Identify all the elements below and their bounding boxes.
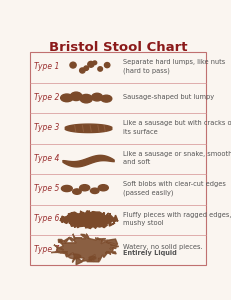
Ellipse shape [93, 61, 97, 64]
Ellipse shape [70, 62, 76, 68]
Ellipse shape [98, 67, 103, 71]
Polygon shape [51, 234, 119, 265]
Text: Type 4: Type 4 [33, 154, 59, 163]
Polygon shape [63, 155, 114, 167]
Polygon shape [65, 124, 112, 133]
Ellipse shape [68, 254, 81, 259]
Text: Watery, no solid pieces.: Watery, no solid pieces. [123, 244, 203, 250]
Text: Type 6: Type 6 [33, 214, 59, 224]
Text: Entirely Liquid: Entirely Liquid [123, 250, 177, 256]
Ellipse shape [80, 185, 90, 191]
Ellipse shape [61, 185, 72, 192]
Ellipse shape [80, 68, 85, 73]
Text: Type 2: Type 2 [33, 93, 59, 102]
Text: Like a sausage but with cracks on
its surface: Like a sausage but with cracks on its su… [123, 120, 231, 135]
Text: Separate hard lumps, like nuts
(hard to pass): Separate hard lumps, like nuts (hard to … [123, 59, 226, 74]
Text: Type 1: Type 1 [33, 62, 59, 71]
Ellipse shape [61, 94, 73, 102]
Polygon shape [60, 211, 118, 229]
Ellipse shape [88, 61, 94, 67]
Text: Type 7: Type 7 [33, 245, 59, 254]
Ellipse shape [101, 95, 112, 102]
FancyBboxPatch shape [30, 52, 206, 266]
Ellipse shape [73, 189, 81, 194]
Text: Fluffy pieces with ragged edges, a
mushy stool: Fluffy pieces with ragged edges, a mushy… [123, 212, 231, 226]
Text: Type 3: Type 3 [33, 123, 59, 132]
Ellipse shape [80, 94, 92, 103]
Text: Bristol Stool Chart: Bristol Stool Chart [49, 40, 187, 54]
Text: Like a sausage or snake, smooth
and soft: Like a sausage or snake, smooth and soft [123, 151, 231, 165]
Ellipse shape [89, 256, 96, 260]
Ellipse shape [98, 185, 108, 191]
Text: Sausage-shaped but lumpy: Sausage-shaped but lumpy [123, 94, 215, 100]
Ellipse shape [91, 188, 99, 194]
Ellipse shape [84, 66, 88, 70]
Text: Soft blobs with clear-cut edges
(passed easily): Soft blobs with clear-cut edges (passed … [123, 181, 226, 196]
Ellipse shape [70, 92, 82, 100]
Ellipse shape [104, 62, 110, 68]
Ellipse shape [92, 93, 103, 101]
Text: Type 5: Type 5 [33, 184, 59, 193]
